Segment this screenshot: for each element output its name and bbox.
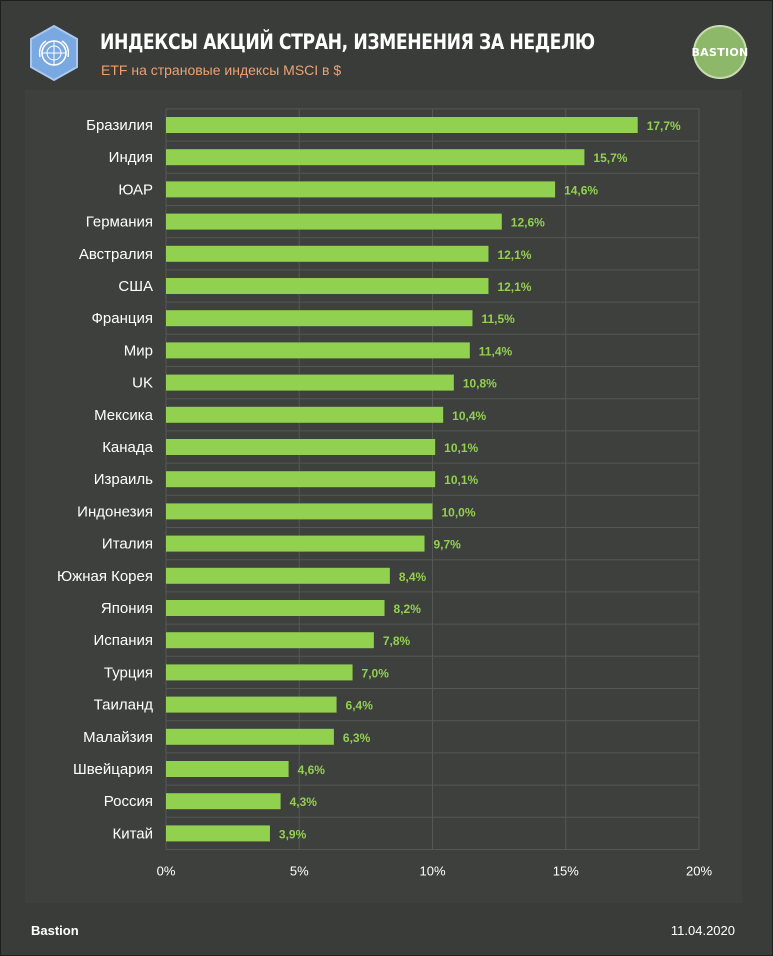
- chart-title: ИНДЕКСЫ АКЦИЙ СТРАН, ИЗМЕНЕНИЯ ЗА НЕДЕЛЮ: [100, 30, 595, 54]
- bar: [166, 761, 289, 777]
- data-label: 10,0%: [442, 505, 476, 519]
- category-label: Китай: [112, 825, 153, 842]
- data-label: 11,5%: [481, 312, 515, 326]
- bar: [166, 567, 390, 584]
- data-label: 12,1%: [497, 280, 531, 294]
- footer-date: 11.04.2020: [670, 923, 735, 938]
- data-label: 4,6%: [298, 763, 326, 777]
- data-label: 12,1%: [497, 248, 531, 262]
- category-label: Таиланд: [94, 697, 154, 714]
- category-label: Испания: [93, 632, 153, 649]
- category-label: ЮАР: [118, 181, 153, 198]
- data-label: 7,8%: [383, 634, 411, 648]
- bar: [166, 632, 374, 649]
- x-tick-label: 10%: [419, 864, 445, 879]
- bar: [166, 117, 638, 133]
- un-emblem-icon: [30, 24, 78, 82]
- x-tick-label: 20%: [686, 864, 712, 879]
- bar: [166, 535, 425, 552]
- footer-source: Bastion: [31, 923, 79, 938]
- x-tick-label: 0%: [157, 864, 176, 879]
- category-label: Мир: [124, 342, 153, 359]
- bar: [166, 245, 489, 262]
- bar: [166, 728, 334, 745]
- category-label: Южная Корея: [57, 568, 153, 585]
- bar: [166, 696, 337, 713]
- category-label: Франция: [92, 310, 153, 327]
- data-label: 12,6%: [511, 216, 545, 230]
- category-label: Россия: [104, 793, 153, 810]
- data-label: 9,7%: [434, 538, 462, 552]
- category-label: Индия: [109, 149, 153, 166]
- data-label: 14,6%: [564, 183, 598, 197]
- data-label: 6,4%: [346, 699, 374, 713]
- category-label: Швейцария: [73, 761, 153, 778]
- bar: [166, 278, 489, 294]
- bar: [166, 406, 444, 423]
- category-label: Япония: [101, 600, 153, 617]
- chart-subtitle: ETF на страновые индексы MSCI в $: [101, 62, 342, 78]
- bar: [166, 825, 270, 842]
- category-label: Бразилия: [86, 117, 153, 134]
- bar: [166, 471, 436, 488]
- bastion-logo-text: BASTION: [691, 45, 749, 59]
- data-label: 11,4%: [479, 344, 513, 358]
- bar: [166, 503, 433, 520]
- category-label: UK: [132, 375, 153, 392]
- bastion-logo: BASTION: [691, 25, 749, 79]
- bar: [166, 181, 556, 198]
- data-label: 8,2%: [394, 602, 422, 616]
- data-label: 15,7%: [593, 151, 627, 165]
- data-label: 10,1%: [444, 441, 478, 455]
- x-tick-label: 5%: [290, 864, 309, 879]
- category-label: Индонезия: [77, 503, 153, 520]
- category-label: Малайзия: [83, 729, 153, 746]
- plot-panel: Бразилия 17,7% Индия 15,7% ЮАР 14,6% Германия 1…: [25, 90, 742, 903]
- bar: [166, 793, 281, 810]
- category-label: Германия: [86, 214, 153, 231]
- bar: [166, 310, 473, 327]
- bar: [166, 213, 502, 230]
- category-label: Мексика: [94, 407, 154, 424]
- bar: [166, 664, 353, 681]
- header: ИНДЕКСЫ АКЦИЙ СТРАН, ИЗМЕНЕНИЯ ЗА НЕДЕЛЮ…: [10, 10, 763, 90]
- bar: [166, 600, 385, 616]
- data-label: 4,3%: [290, 795, 318, 809]
- data-label: 10,4%: [452, 409, 486, 423]
- x-tick-label: 15%: [553, 864, 579, 879]
- category-label: Турция: [104, 664, 153, 681]
- data-label: 17,7%: [647, 119, 681, 133]
- category-label: Израиль: [94, 471, 153, 488]
- bar: [166, 149, 585, 166]
- data-label: 10,1%: [444, 473, 478, 487]
- bar: [166, 374, 454, 391]
- category-label: Италия: [102, 536, 153, 553]
- category-label: США: [118, 278, 153, 295]
- data-label: 3,9%: [279, 827, 307, 841]
- bar: [166, 439, 436, 455]
- category-label: Австралия: [79, 246, 153, 263]
- data-label: 10,8%: [463, 377, 497, 391]
- data-label: 7,0%: [362, 666, 390, 680]
- category-label: Канада: [102, 439, 153, 456]
- bar: [166, 342, 470, 359]
- data-label: 8,4%: [399, 570, 427, 584]
- data-label: 6,3%: [343, 731, 371, 745]
- bar-chart: Бразилия 17,7% Индия 15,7% ЮАР 14,6% Германия 1…: [57, 108, 712, 879]
